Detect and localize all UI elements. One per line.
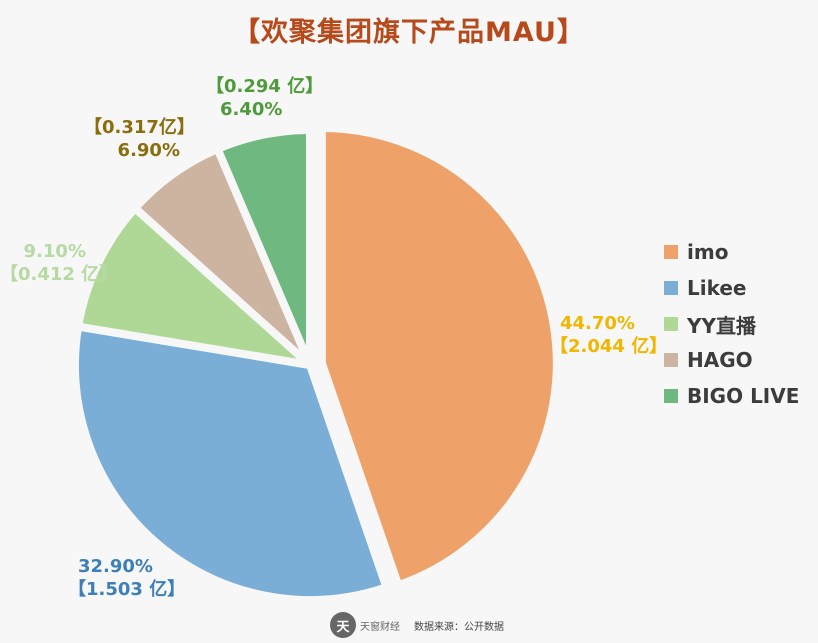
legend-label-imo: imo (687, 240, 729, 264)
legend-label-yy: YY直播 (687, 313, 756, 338)
data-label-likee: 32.90% 【1.503 亿】 (68, 555, 185, 601)
pie-slice-likee (71, 321, 392, 604)
legend-swatch-likee (664, 281, 678, 295)
label-percent-likee: 32.90% (78, 556, 153, 577)
pie-slice-imo (317, 124, 561, 591)
data-source: 数据来源：公开数据 (414, 621, 504, 633)
brand-logo-text: 天窗财经 (360, 621, 400, 633)
legend-item-likee: Likee (664, 270, 799, 306)
legend-swatch-imo (664, 245, 678, 259)
legend-swatch-yy (664, 317, 678, 331)
brand-logo-icon: 天 (330, 612, 356, 638)
legend-label-bigo: BIGO LIVE (687, 384, 800, 408)
label-percent-imo: 44.70% (560, 313, 635, 334)
data-label-yy: 9.10% 【0.412 亿】 (0, 240, 117, 286)
legend-item-bigo: BIGO LIVE (664, 378, 799, 414)
data-label-imo: 44.70% 【2.044 亿】 (550, 312, 667, 358)
legend-item-hago: HAGO (664, 342, 799, 378)
pie-slice-bigo (212, 125, 314, 367)
data-label-hago: 【0.317亿】 6.90% (84, 116, 195, 162)
legend-item-imo: imo (664, 234, 799, 270)
chart-legend: imo Likee YY直播 HAGO BIGO LIVE (664, 234, 799, 414)
label-value-imo: 【2.044 亿】 (550, 336, 668, 357)
legend-swatch-hago (664, 353, 678, 367)
label-value-bigo: 【0.294 亿】 (206, 76, 324, 97)
chart-title: 【欢聚集团旗下产品MAU】 (233, 17, 585, 48)
legend-item-yy: YY直播 (664, 306, 799, 342)
pie-slice-yy (73, 202, 323, 372)
legend-label-likee: Likee (687, 276, 747, 300)
label-percent-hago: 6.90% (117, 140, 180, 161)
label-value-yy: 【0.412 亿】 (0, 264, 118, 285)
label-percent-bigo: 6.40% (220, 99, 283, 120)
label-value-likee: 【1.503 亿】 (68, 579, 186, 600)
data-label-bigo: 【0.294 亿】 6.40% (206, 75, 323, 121)
legend-label-hago: HAGO (687, 348, 753, 372)
label-value-hago: 【0.317亿】 (84, 117, 195, 138)
label-percent-yy: 9.10% (23, 241, 86, 262)
footer: 天 天窗财经 数据来源：公开数据 (330, 612, 504, 638)
legend-swatch-bigo (664, 389, 678, 403)
